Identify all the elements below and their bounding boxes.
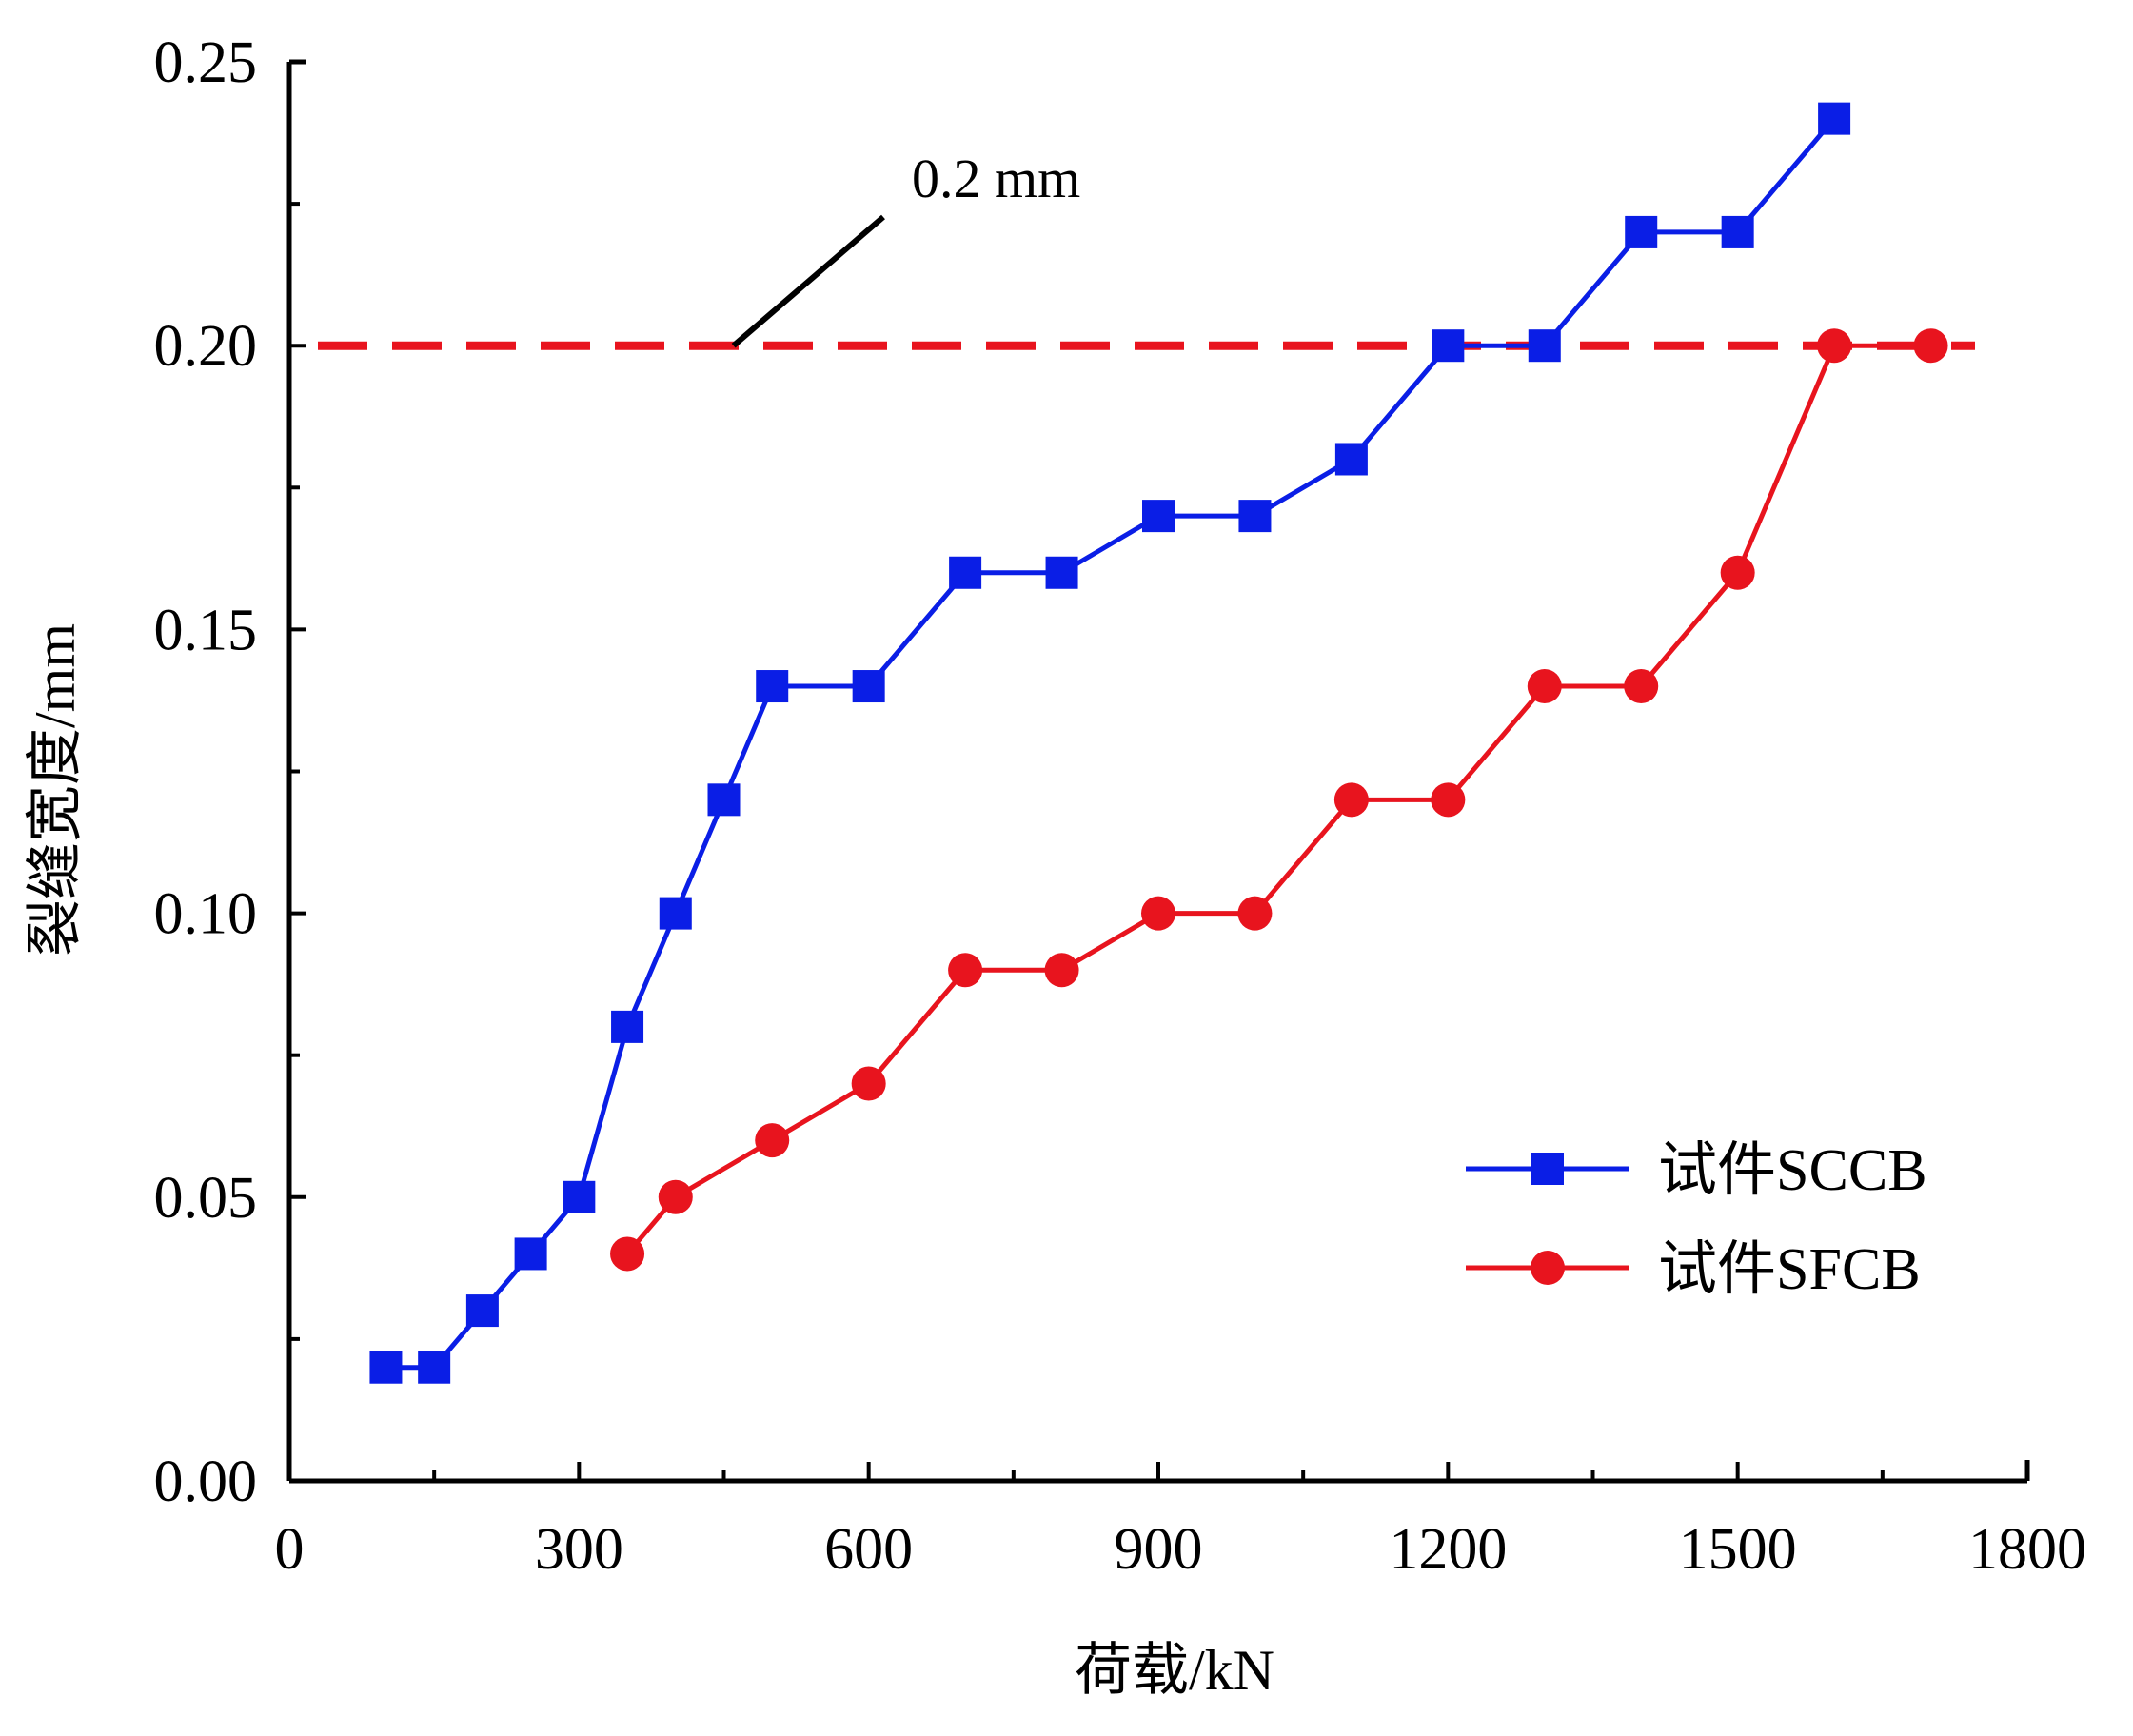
series-2-point xyxy=(1044,953,1079,988)
series-2-point xyxy=(1141,896,1175,931)
series-1-point xyxy=(563,1180,596,1213)
x-tick-label: 1500 xyxy=(1679,1517,1797,1582)
series-1-point xyxy=(1818,102,1851,135)
x-tick-label: 900 xyxy=(1115,1517,1203,1582)
series-2-point xyxy=(1333,782,1369,818)
reference-line-group xyxy=(318,214,1975,350)
series-1-point xyxy=(852,670,885,703)
series-1-point xyxy=(418,1351,451,1384)
series-1-point xyxy=(707,783,741,817)
annotation-pointer xyxy=(731,214,885,348)
series-1-point xyxy=(1625,215,1658,248)
series-1-point xyxy=(949,556,982,589)
series-line-2 xyxy=(625,343,1931,1256)
y-tick-label: 0.20 xyxy=(154,314,258,379)
x-tick-label: 300 xyxy=(535,1517,623,1582)
series-1-point xyxy=(1721,215,1754,248)
axes: 0 300 600 900 1200 1500 1800 0.00 0.05 0.10 0.15 0.… xyxy=(154,30,2087,1582)
series-1-point xyxy=(1045,556,1078,589)
legend-label-2: 试件SFCB xyxy=(1658,1237,1921,1302)
series-2-point xyxy=(658,1179,693,1214)
series-1-point xyxy=(1238,500,1272,533)
series-2-point xyxy=(1431,782,1466,818)
series-line-1 xyxy=(385,117,1837,1371)
series-1-point xyxy=(465,1294,499,1328)
x-tick-label: 0 xyxy=(275,1517,305,1582)
legend: 试件SCCB 试件SFCB xyxy=(1466,1138,1927,1302)
series-2-point xyxy=(948,953,983,988)
series-1-point xyxy=(659,897,692,930)
series-2-point xyxy=(1913,328,1948,364)
series-2-point xyxy=(1624,669,1659,704)
series-1-point xyxy=(369,1351,403,1384)
series-2-point xyxy=(1237,896,1273,931)
series-2-point xyxy=(610,1236,645,1272)
y-tick-label: 0.00 xyxy=(154,1450,258,1514)
series-1-point xyxy=(756,670,789,703)
y-axis-label: 裂缝宽度/mm xyxy=(24,623,87,957)
x-tick-label: 1200 xyxy=(1389,1517,1507,1582)
y-tick-label: 0.25 xyxy=(154,30,258,95)
series-2-point xyxy=(1817,328,1852,364)
x-tick-label: 1800 xyxy=(1968,1517,2086,1582)
series-1-point xyxy=(514,1237,547,1271)
series-1-point xyxy=(1528,329,1561,363)
series-1-point xyxy=(611,1010,644,1043)
reference-annotation-label: 0.2 mm xyxy=(912,148,1080,209)
y-tick-label: 0.05 xyxy=(154,1166,258,1231)
series-group xyxy=(369,102,1948,1384)
series-1-point xyxy=(1432,329,1465,363)
legend-label-1: 试件SCCB xyxy=(1658,1138,1927,1203)
series-2-point xyxy=(1527,669,1562,704)
x-tick-label: 600 xyxy=(824,1517,913,1582)
series-2-point xyxy=(1720,555,1755,590)
legend-marker-2 xyxy=(1531,1251,1565,1285)
series-2-point xyxy=(755,1123,790,1158)
series-1-point xyxy=(1142,500,1175,533)
x-axis-label: 荷载/kN xyxy=(1075,1639,1274,1702)
series-1-point xyxy=(1334,443,1368,476)
y-tick-label: 0.10 xyxy=(154,882,258,947)
series-2-point xyxy=(851,1066,886,1101)
legend-marker-1 xyxy=(1531,1153,1564,1185)
y-tick-label: 0.15 xyxy=(154,598,258,662)
